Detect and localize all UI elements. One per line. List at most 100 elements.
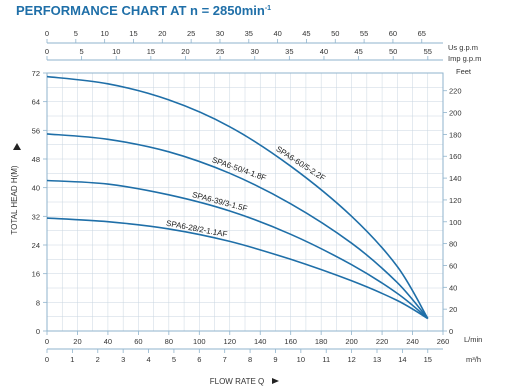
m3h-tick-label: 5	[172, 355, 176, 364]
chart-title: PERFORMANCE CHART AT n = 2850min-1	[16, 3, 271, 18]
head-m-tick-label: 56	[32, 126, 40, 135]
head-m-tick-label: 0	[36, 327, 40, 336]
y-axis-title-group: TOTAL HEAD H(M)	[10, 165, 19, 235]
imp-gpm-tick-label: 55	[424, 47, 432, 56]
series-curves	[46, 75, 429, 320]
lmin-tick-label: 80	[165, 337, 173, 346]
plot-frame	[46, 72, 444, 332]
imp-gpm-tick-label: 0	[45, 47, 49, 56]
us-gpm-tick-label: 55	[360, 29, 368, 38]
chart-title-superscript: -1	[265, 5, 271, 12]
imp-gpm-tick-label: 30	[251, 47, 259, 56]
feet-tick-label: 40	[449, 283, 457, 292]
head-m-tick-label: 8	[36, 298, 40, 307]
head-m-tick-label: 24	[32, 241, 40, 250]
m3h-tick-label: 14	[398, 355, 406, 364]
m3h-tick-label: 1	[70, 355, 74, 364]
imp-gpm-tick-label: 45	[354, 47, 362, 56]
m3h-tick-label: 4	[146, 355, 150, 364]
feet-tick-label: 20	[449, 305, 457, 314]
m3h-tick-label: 10	[297, 355, 305, 364]
us-gpm-tick-label: 15	[129, 29, 137, 38]
feet-tick-label: 160	[449, 152, 462, 161]
feet-tick-label: 100	[449, 218, 462, 227]
m3h-tick-label: 11	[322, 355, 330, 364]
us-gpm-tick-label: 25	[187, 29, 195, 38]
lmin-tick-label: 120	[224, 337, 237, 346]
head-m-tick-label: 64	[32, 98, 40, 107]
us-gpm-tick-label: 40	[273, 29, 281, 38]
lmin-tick-label: 140	[254, 337, 267, 346]
us-gpm-tick-label: 5	[74, 29, 78, 38]
lmin-tick-label: 60	[134, 337, 142, 346]
imp-gpm-tick-label: 20	[181, 47, 189, 56]
head-m-tick-label: 72	[32, 69, 40, 78]
m3h-tick-label: 15	[424, 355, 432, 364]
us-gpm-tick-label: 0	[45, 29, 49, 38]
x-axis-arrow-icon	[272, 378, 279, 384]
us-gpm-tick-label: 50	[331, 29, 339, 38]
feet-tick-label: 200	[449, 109, 462, 118]
imp-gpm-tick-label: 25	[216, 47, 224, 56]
m3h-tick-label: 12	[347, 355, 355, 364]
feet-tick-label: 140	[449, 174, 462, 183]
series-label: SPA6-28/2-1.1AF	[165, 219, 228, 239]
head-m-tick-label: 16	[32, 270, 40, 279]
lmin-tick-label: 180	[315, 337, 328, 346]
lmin-tick-label: 0	[45, 337, 49, 346]
series-label: SPA6-60/5-2.2F	[274, 144, 327, 182]
m3h-tick-label: 3	[121, 355, 125, 364]
axes: 0 5 10 15 20 25 30 35 40 45 50 55 60 650 5 10 15 20 25 30 35…	[32, 29, 462, 364]
m3h-tick-label: 7	[223, 355, 227, 364]
y-axis-title: TOTAL HEAD H(M)	[10, 165, 19, 235]
lmin-tick-label: 100	[193, 337, 206, 346]
m3h-tick-label: 9	[273, 355, 277, 364]
m3h-tick-label: 8	[248, 355, 252, 364]
us-gpm-tick-label: 30	[216, 29, 224, 38]
imp-gpm-tick-label: 15	[147, 47, 155, 56]
m3h-tick-label: 0	[45, 355, 49, 364]
m3h-tick-label: 6	[197, 355, 201, 364]
imp-gpm-tick-label: 50	[389, 47, 397, 56]
feet-tick-label: 120	[449, 196, 462, 205]
series-curve	[46, 179, 429, 320]
lmin-unit-label: L/min	[464, 335, 482, 344]
m3h-tick-label: 13	[373, 355, 381, 364]
series-curve	[46, 75, 429, 319]
us-gpm-tick-label: 45	[302, 29, 310, 38]
imp-gpm-unit-label: Imp g.p.m	[448, 54, 481, 63]
feet-tick-label: 0	[449, 327, 453, 336]
lmin-tick-label: 260	[437, 337, 450, 346]
head-m-tick-label: 40	[32, 184, 40, 193]
us-gpm-unit-label: Us g.p.m	[448, 43, 478, 52]
feet-tick-label: 220	[449, 87, 462, 96]
lmin-tick-label: 160	[284, 337, 297, 346]
us-gpm-tick-label: 10	[100, 29, 108, 38]
us-gpm-tick-label: 35	[245, 29, 253, 38]
series-curve	[46, 133, 429, 320]
feet-unit-label: Feet	[456, 67, 472, 76]
feet-tick-label: 80	[449, 240, 457, 249]
imp-gpm-tick-label: 35	[285, 47, 293, 56]
lmin-tick-label: 240	[406, 337, 419, 346]
feet-tick-label: 60	[449, 261, 457, 270]
imp-gpm-tick-label: 10	[112, 47, 120, 56]
feet-tick-label: 180	[449, 130, 462, 139]
lmin-tick-label: 220	[376, 337, 389, 346]
head-m-tick-label: 48	[32, 155, 40, 164]
series-curve	[46, 217, 429, 320]
grid-lines	[46, 72, 444, 332]
lmin-tick-label: 200	[345, 337, 358, 346]
us-gpm-tick-label: 20	[158, 29, 166, 38]
x-axis-title: FLOW RATE Q	[210, 377, 265, 386]
us-gpm-tick-label: 60	[389, 29, 397, 38]
imp-gpm-tick-label: 40	[320, 47, 328, 56]
y-axis-arrow-icon	[13, 143, 21, 150]
us-gpm-tick-label: 65	[418, 29, 426, 38]
m3h-unit-label: m³/h	[466, 355, 481, 364]
m3h-tick-label: 2	[96, 355, 100, 364]
lmin-tick-label: 20	[73, 337, 81, 346]
lmin-tick-label: 40	[104, 337, 112, 346]
imp-gpm-tick-label: 5	[80, 47, 84, 56]
